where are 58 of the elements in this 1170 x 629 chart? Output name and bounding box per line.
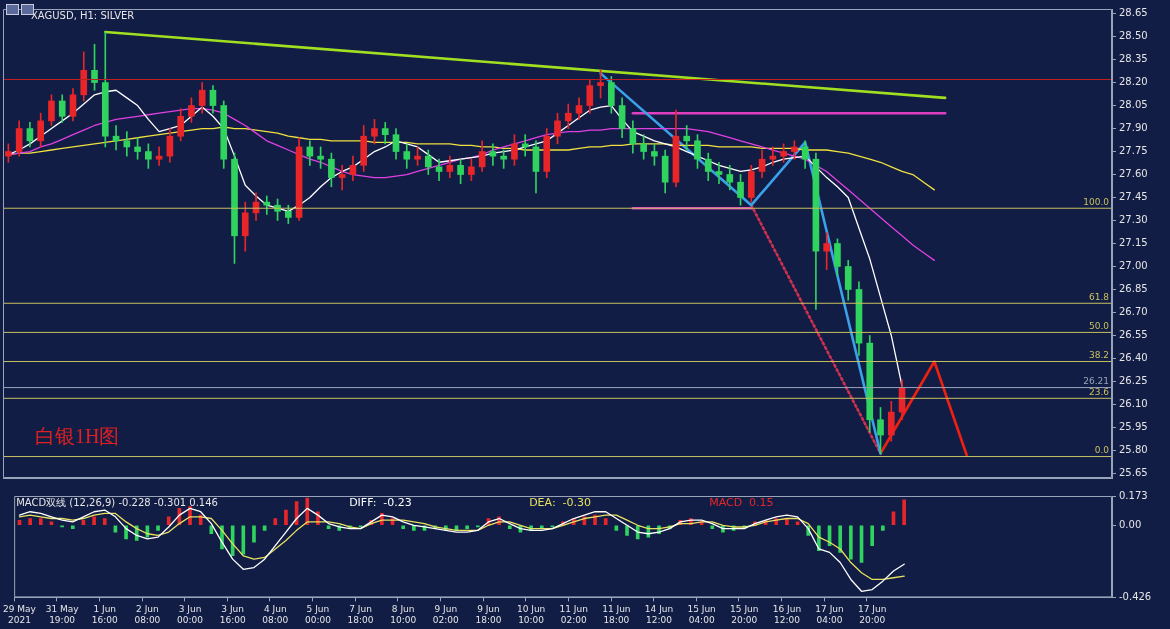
- y-tick-label: 28.35: [1119, 53, 1148, 65]
- annotation: 50.0: [1088, 321, 1110, 332]
- y-tick-label: 27.45: [1119, 191, 1148, 203]
- y-tick-label: 26.70: [1119, 306, 1148, 318]
- x-tick-label: 7 Jun 18:00: [347, 604, 374, 625]
- y-tick-label: 25.65: [1119, 467, 1148, 478]
- y-tick-label: 27.60: [1119, 168, 1148, 180]
- annotation: 白银1H图: [35, 425, 120, 448]
- x-tick-label: 3 Jun 16:00: [219, 604, 246, 625]
- x-tick-label: 9 Jun 18:00: [475, 604, 502, 625]
- x-tick-label: 8 Jun 10:00: [390, 604, 417, 625]
- y-tick-label: 28.20: [1119, 76, 1148, 88]
- chart-title: MACD双线 (12,26,9) -0.228 -0.301 0.146: [16, 496, 218, 508]
- x-tick-label: 14 Jun 12:00: [644, 604, 674, 625]
- x-tick-label: 11 Jun 02:00: [559, 604, 588, 625]
- y-tick-label: -0.426: [1119, 590, 1152, 602]
- ref-line-label: 26.21: [1083, 376, 1109, 387]
- series-label: DIFF: -0.23: [349, 496, 412, 510]
- x-tick-label: 15 Jun 04:00: [687, 604, 716, 625]
- y-tick-label: 27.90: [1119, 122, 1148, 134]
- x-tick-label: 10 Jun 10:00: [516, 604, 546, 625]
- x-tick-label: 1 Jun 16:00: [91, 604, 118, 625]
- annotation: 23.6: [1088, 387, 1110, 398]
- y-tick-label: 26.85: [1119, 283, 1148, 295]
- x-tick-label: 11 Jun 18:00: [602, 604, 631, 625]
- x-tick-label: 3 Jun 00:00: [177, 604, 204, 625]
- series-label: MACD 0.15: [709, 496, 774, 510]
- y-tick-label: 26.40: [1119, 352, 1148, 364]
- x-tick-label: 17 Jun 20:00: [857, 604, 887, 625]
- y-tick-label: 27.75: [1119, 145, 1148, 157]
- annotation: 0.0: [1094, 445, 1110, 456]
- y-tick-label: 26.25: [1119, 375, 1148, 387]
- annotation: 38.2: [1088, 350, 1109, 361]
- y-tick-label: 0.00: [1119, 518, 1142, 530]
- annotation: 61.8: [1088, 292, 1110, 303]
- y-tick-label: 28.65: [1119, 7, 1148, 19]
- y-tick-label: 27.00: [1119, 260, 1148, 272]
- y-tick-label: 26.55: [1119, 329, 1148, 341]
- x-tick-label: 9 Jun 02:00: [432, 604, 460, 625]
- x-tick-label: 29 May 2021: [3, 604, 37, 625]
- y-tick-label: 0.173: [1119, 489, 1148, 501]
- chart-title: XAGUSD, H1: SILVER: [31, 9, 135, 21]
- y-tick-label: 28.05: [1119, 99, 1148, 111]
- x-tick-label: 5 Jun 00:00: [304, 604, 332, 625]
- x-tick-label: 15 Jun 20:00: [730, 604, 759, 625]
- y-tick-label: 26.10: [1119, 398, 1148, 410]
- x-tick-label: 4 Jun 08:00: [262, 604, 289, 625]
- x-tick-label: 2 Jun 08:00: [134, 604, 161, 625]
- x-tick-label: 17 Jun 04:00: [815, 604, 844, 625]
- x-tick-label: 16 Jun 12:00: [772, 604, 802, 625]
- annotation: 100.0: [1083, 197, 1110, 208]
- y-tick-label: 25.95: [1119, 421, 1148, 433]
- series-label: DEA: -0.30: [529, 496, 592, 510]
- y-tick-label: 28.50: [1119, 30, 1148, 42]
- y-tick-label: 25.80: [1119, 444, 1148, 456]
- y-tick-label: 27.15: [1119, 237, 1148, 249]
- x-tick-label: 31 May 19:00: [45, 604, 80, 625]
- y-tick-label: 27.30: [1119, 214, 1148, 226]
